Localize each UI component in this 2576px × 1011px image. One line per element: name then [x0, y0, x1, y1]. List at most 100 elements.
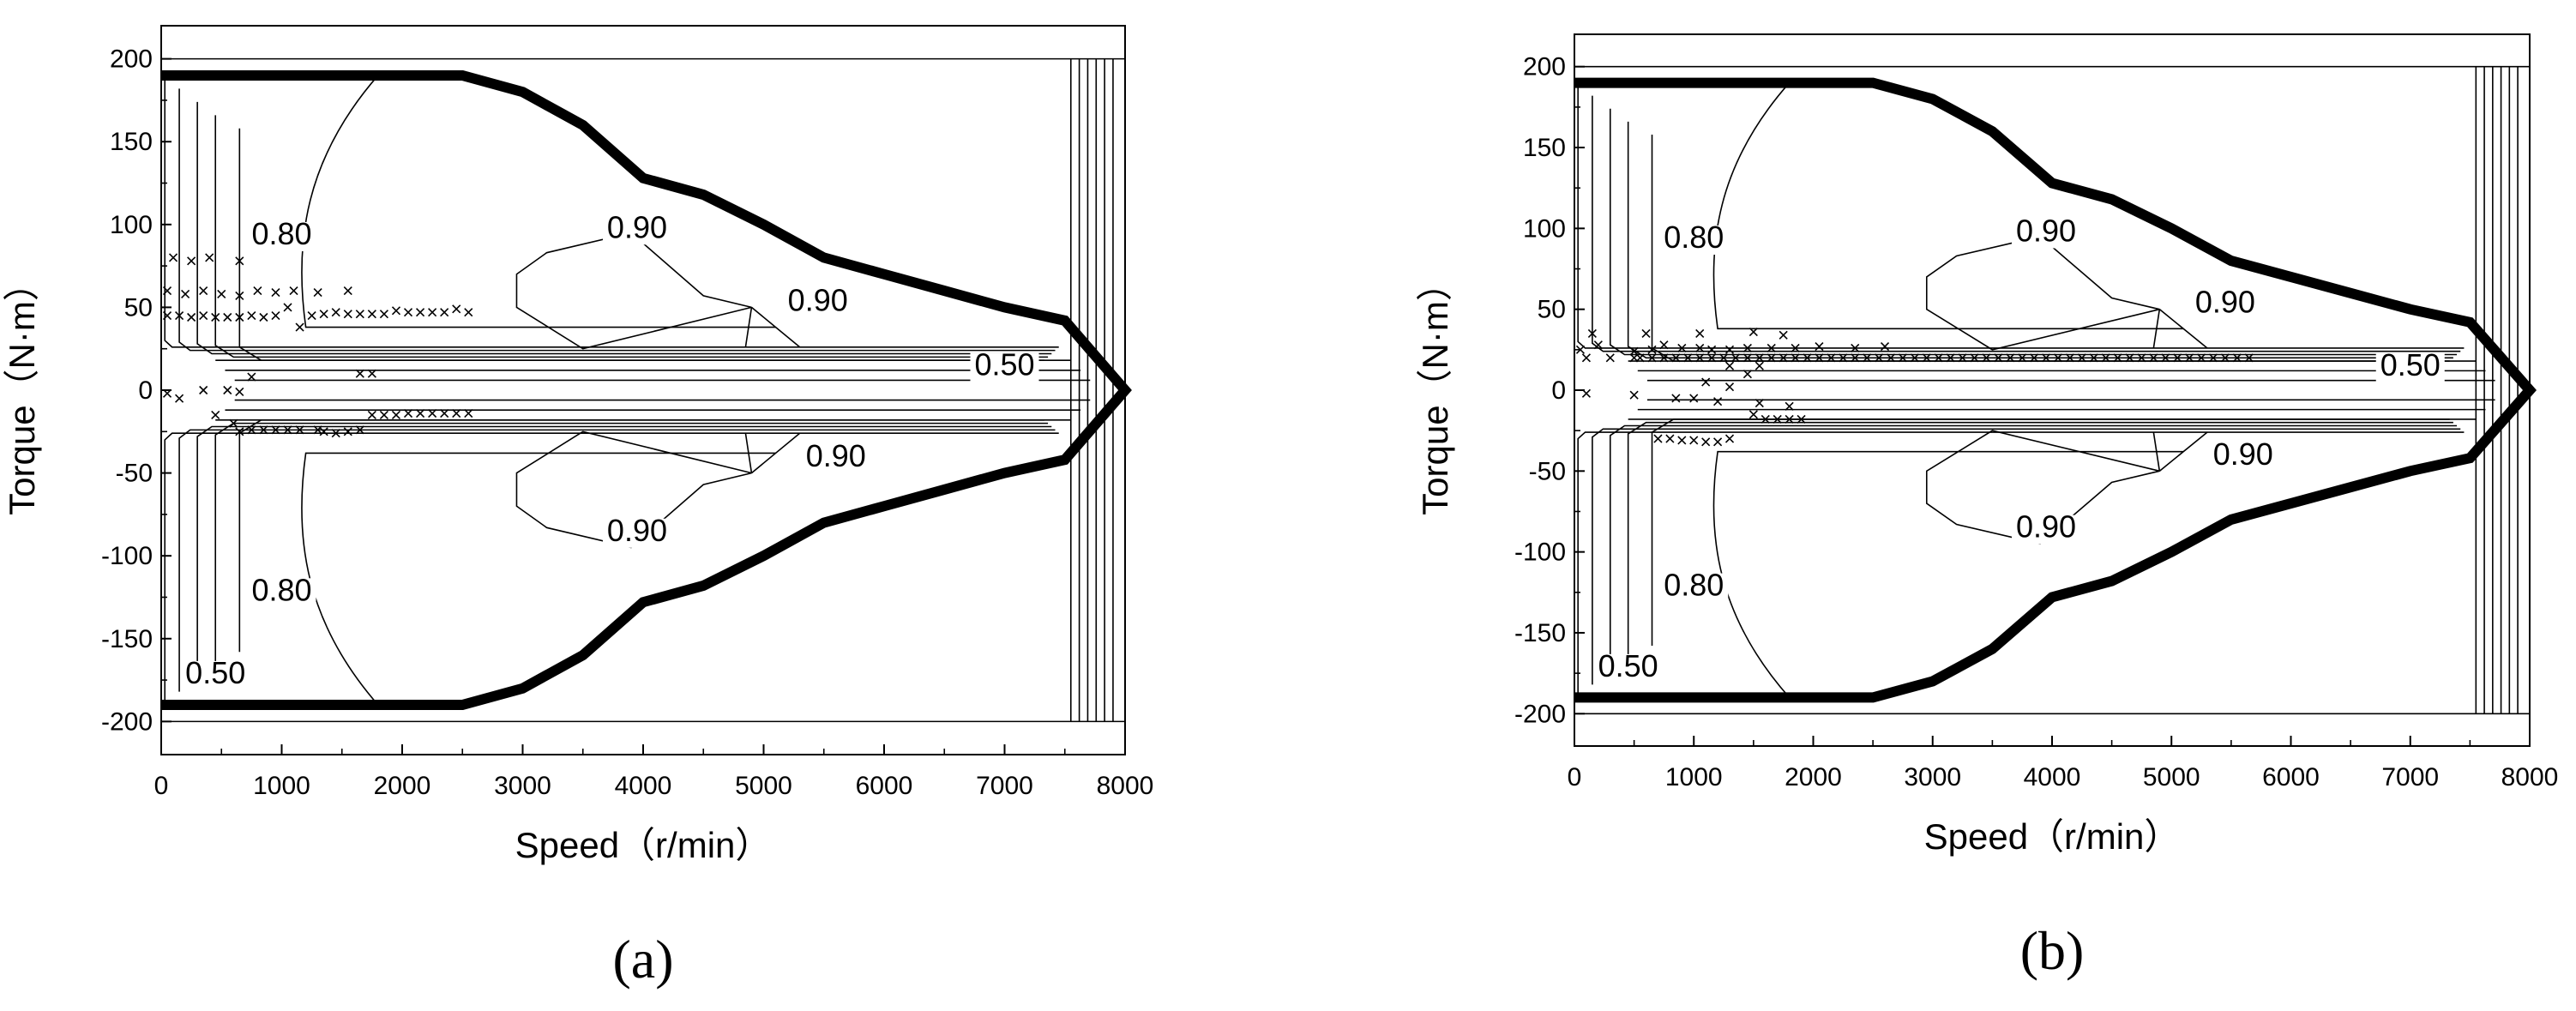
- operating-point: [295, 322, 304, 332]
- operating-point: [2065, 353, 2074, 363]
- operating-point: [187, 312, 196, 322]
- operating-point: [1587, 328, 1597, 339]
- contour-lower-2: [196, 425, 1052, 679]
- contour-label-bg: [783, 288, 852, 318]
- contour-lower-1: [178, 429, 1056, 692]
- contour-label-2: 0.90: [2195, 284, 2255, 319]
- operating-point: [1754, 361, 1764, 370]
- contour-label-6: 0.80: [251, 572, 311, 607]
- operating-point: [235, 427, 244, 436]
- operating-point: [1773, 414, 1782, 424]
- contour-label-bg: [2375, 353, 2445, 383]
- operating-point: [1605, 353, 1615, 363]
- contour-upper-3: [214, 115, 1049, 358]
- contour-label-6: 0.80: [1664, 568, 1724, 603]
- x-tick-label: 4000: [615, 772, 672, 800]
- operating-point: [1815, 342, 1824, 352]
- operating-point: [1815, 353, 1824, 363]
- plot-frame: [160, 25, 1126, 755]
- chart-panel-a: 0.80 0.90 0.90 0.50 0.90 0.90 0.80 0.50 0 1000 200…: [0, 0, 1288, 1007]
- operating-point: [1671, 353, 1681, 363]
- operating-point: [187, 256, 196, 266]
- contour-label-5: 0.90: [2016, 509, 2076, 545]
- operating-point: [1779, 353, 1788, 363]
- contour-label-bg: [2208, 442, 2278, 472]
- operating-point: [2244, 353, 2254, 363]
- x-tick-label: 3000: [1904, 763, 1961, 791]
- operating-point: [271, 425, 280, 435]
- contour-label-4: 0.90: [806, 438, 866, 473]
- contour-lower-0: [164, 432, 1059, 706]
- operating-point: [295, 425, 304, 435]
- contour-label-bg: [1659, 573, 1729, 603]
- contour-0-90-lower-tail: [744, 432, 801, 474]
- operating-point: [1713, 397, 1723, 406]
- efficiency-boundary: [161, 69, 1132, 711]
- operating-point: [205, 253, 214, 262]
- operating-point: [416, 408, 425, 418]
- y-tick-label: 200: [110, 45, 153, 74]
- operating-point: [235, 387, 244, 396]
- y-tick-label: -50: [1529, 457, 1566, 485]
- y-axis-label: Torque（N·m）: [1417, 265, 1455, 515]
- operating-point: [1742, 370, 1752, 379]
- contour-0-90-upper-tail: [744, 306, 801, 348]
- operating-point: [343, 427, 352, 436]
- operating-point: [1754, 399, 1764, 408]
- operating-point: [162, 311, 172, 321]
- operating-point: [1724, 345, 1735, 354]
- contour-label-0: 0.80: [251, 216, 311, 251]
- operating-point: [235, 312, 244, 322]
- contour-0-90-lower-tail: [2152, 431, 2208, 472]
- operating-point: [1946, 353, 1955, 363]
- operating-point: [1970, 353, 1979, 363]
- operating-point: [464, 408, 473, 418]
- operating-point: [1934, 353, 1943, 363]
- operating-point: [1797, 414, 1806, 424]
- operating-point: [1851, 343, 1860, 353]
- x-tick-label: 4000: [2024, 763, 2081, 791]
- operating-point: [235, 256, 244, 266]
- operating-point: [1748, 410, 1758, 419]
- operating-point: [307, 311, 316, 321]
- x-tick-label: 2000: [1785, 763, 1842, 791]
- chart-b-svg: 0.80 0.900.900.500.900.900.800.500 1000 200…: [1415, 33, 2559, 981]
- operating-point: [199, 311, 208, 321]
- y-tick-label: -50: [116, 460, 153, 488]
- y-tick-label: -100: [1514, 539, 1566, 567]
- operating-point: [2077, 353, 2086, 363]
- operating-point: [1701, 377, 1711, 387]
- x-tick-label: 8000: [2501, 763, 2559, 791]
- x-tick-label: 6000: [856, 772, 913, 800]
- operating-point: [1671, 394, 1681, 403]
- operating-point: [1695, 343, 1705, 353]
- operating-point: [181, 289, 190, 299]
- operating-point: [1982, 353, 1991, 363]
- y-tick-label: -200: [101, 707, 153, 736]
- operating-point: [1779, 330, 1788, 340]
- operating-point: [367, 410, 376, 420]
- contour-label-1: 0.90: [2016, 213, 2076, 248]
- operating-point: [2208, 353, 2218, 363]
- operating-point: [319, 427, 328, 436]
- operating-point: [2125, 353, 2134, 363]
- operating-point: [2018, 353, 2027, 363]
- x-tick-label: 2000: [374, 772, 431, 800]
- operating-point: [1803, 353, 1812, 363]
- x-tick-label: 5000: [735, 772, 792, 800]
- operating-point: [2185, 353, 2194, 363]
- contour-label-bg: [1593, 653, 1663, 683]
- y-tick-label: 50: [124, 293, 153, 322]
- operating-point: [235, 291, 244, 300]
- operating-point: [452, 304, 461, 314]
- contour-0-90-upper: [515, 232, 752, 350]
- operating-point: [271, 287, 280, 298]
- operating-point: [162, 286, 172, 296]
- operating-point: [2101, 353, 2110, 363]
- contour-label-bg: [602, 518, 671, 548]
- operating-point: [1689, 394, 1699, 403]
- operating-point: [2220, 353, 2230, 363]
- x-tick-label: 7000: [976, 772, 1033, 800]
- operating-point: [229, 418, 238, 428]
- operating-point: [343, 310, 352, 319]
